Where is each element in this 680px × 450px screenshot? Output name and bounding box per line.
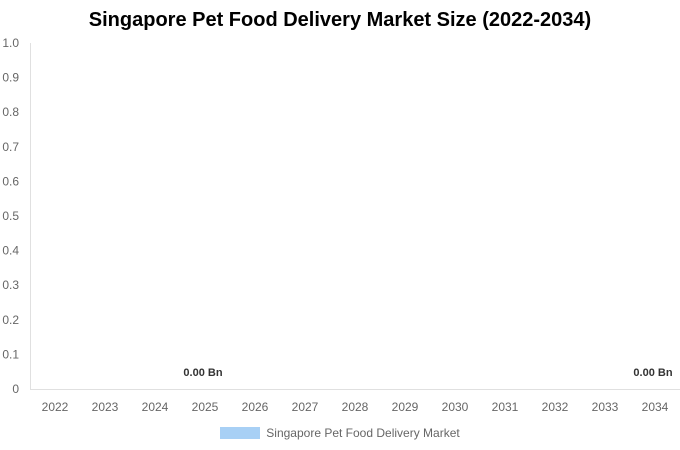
y-tick-label: 0.2	[2, 313, 19, 327]
x-tick-label: 2026	[242, 400, 269, 414]
x-tick-label: 2022	[42, 400, 69, 414]
x-tick-label: 2031	[492, 400, 519, 414]
data-label: 0.00 Bn	[633, 367, 672, 379]
legend-swatch	[220, 427, 261, 439]
y-tick-label: 0.4	[2, 244, 19, 258]
y-tick-label: 0.3	[2, 278, 19, 292]
x-tick-label: 2029	[392, 400, 419, 414]
y-tick-label: 0.8	[2, 105, 19, 119]
y-tick-label: 0	[12, 382, 19, 396]
x-tick-label: 2033	[592, 400, 619, 414]
x-tick-label: 2028	[342, 400, 369, 414]
y-tick-label: 0.9	[2, 71, 19, 85]
x-tick-label: 2023	[92, 400, 119, 414]
legend: Singapore Pet Food Delivery Market	[0, 426, 680, 440]
x-axis-ticks: 2022 2023 2024 2025 2026 2027 2028 2029 2030 2031…	[42, 400, 669, 414]
x-tick-label: 2025	[192, 400, 219, 414]
y-tick-label: 0.1	[2, 347, 19, 361]
x-tick-label: 2024	[142, 400, 169, 414]
data-labels: 0.00 Bn 0.00 Bn	[183, 367, 672, 379]
legend-label: Singapore Pet Food Delivery Market	[266, 426, 460, 440]
y-tick-label: 0.6	[2, 174, 19, 188]
x-tick-label: 2030	[442, 400, 469, 414]
x-tick-label: 2034	[642, 400, 669, 414]
x-tick-label: 2027	[292, 400, 319, 414]
x-tick-label: 2032	[542, 400, 569, 414]
data-label: 0.00 Bn	[183, 367, 222, 379]
y-axis-ticks: 0 0.1 0.2 0.3 0.4 0.5 0.6 0.7 0.8 0.9 1.0	[2, 36, 19, 396]
y-tick-label: 0.5	[2, 209, 19, 223]
y-tick-label: 0.7	[2, 140, 19, 154]
y-tick-label: 1.0	[2, 36, 19, 50]
chart-title: Singapore Pet Food Delivery Market Size …	[88, 9, 592, 31]
